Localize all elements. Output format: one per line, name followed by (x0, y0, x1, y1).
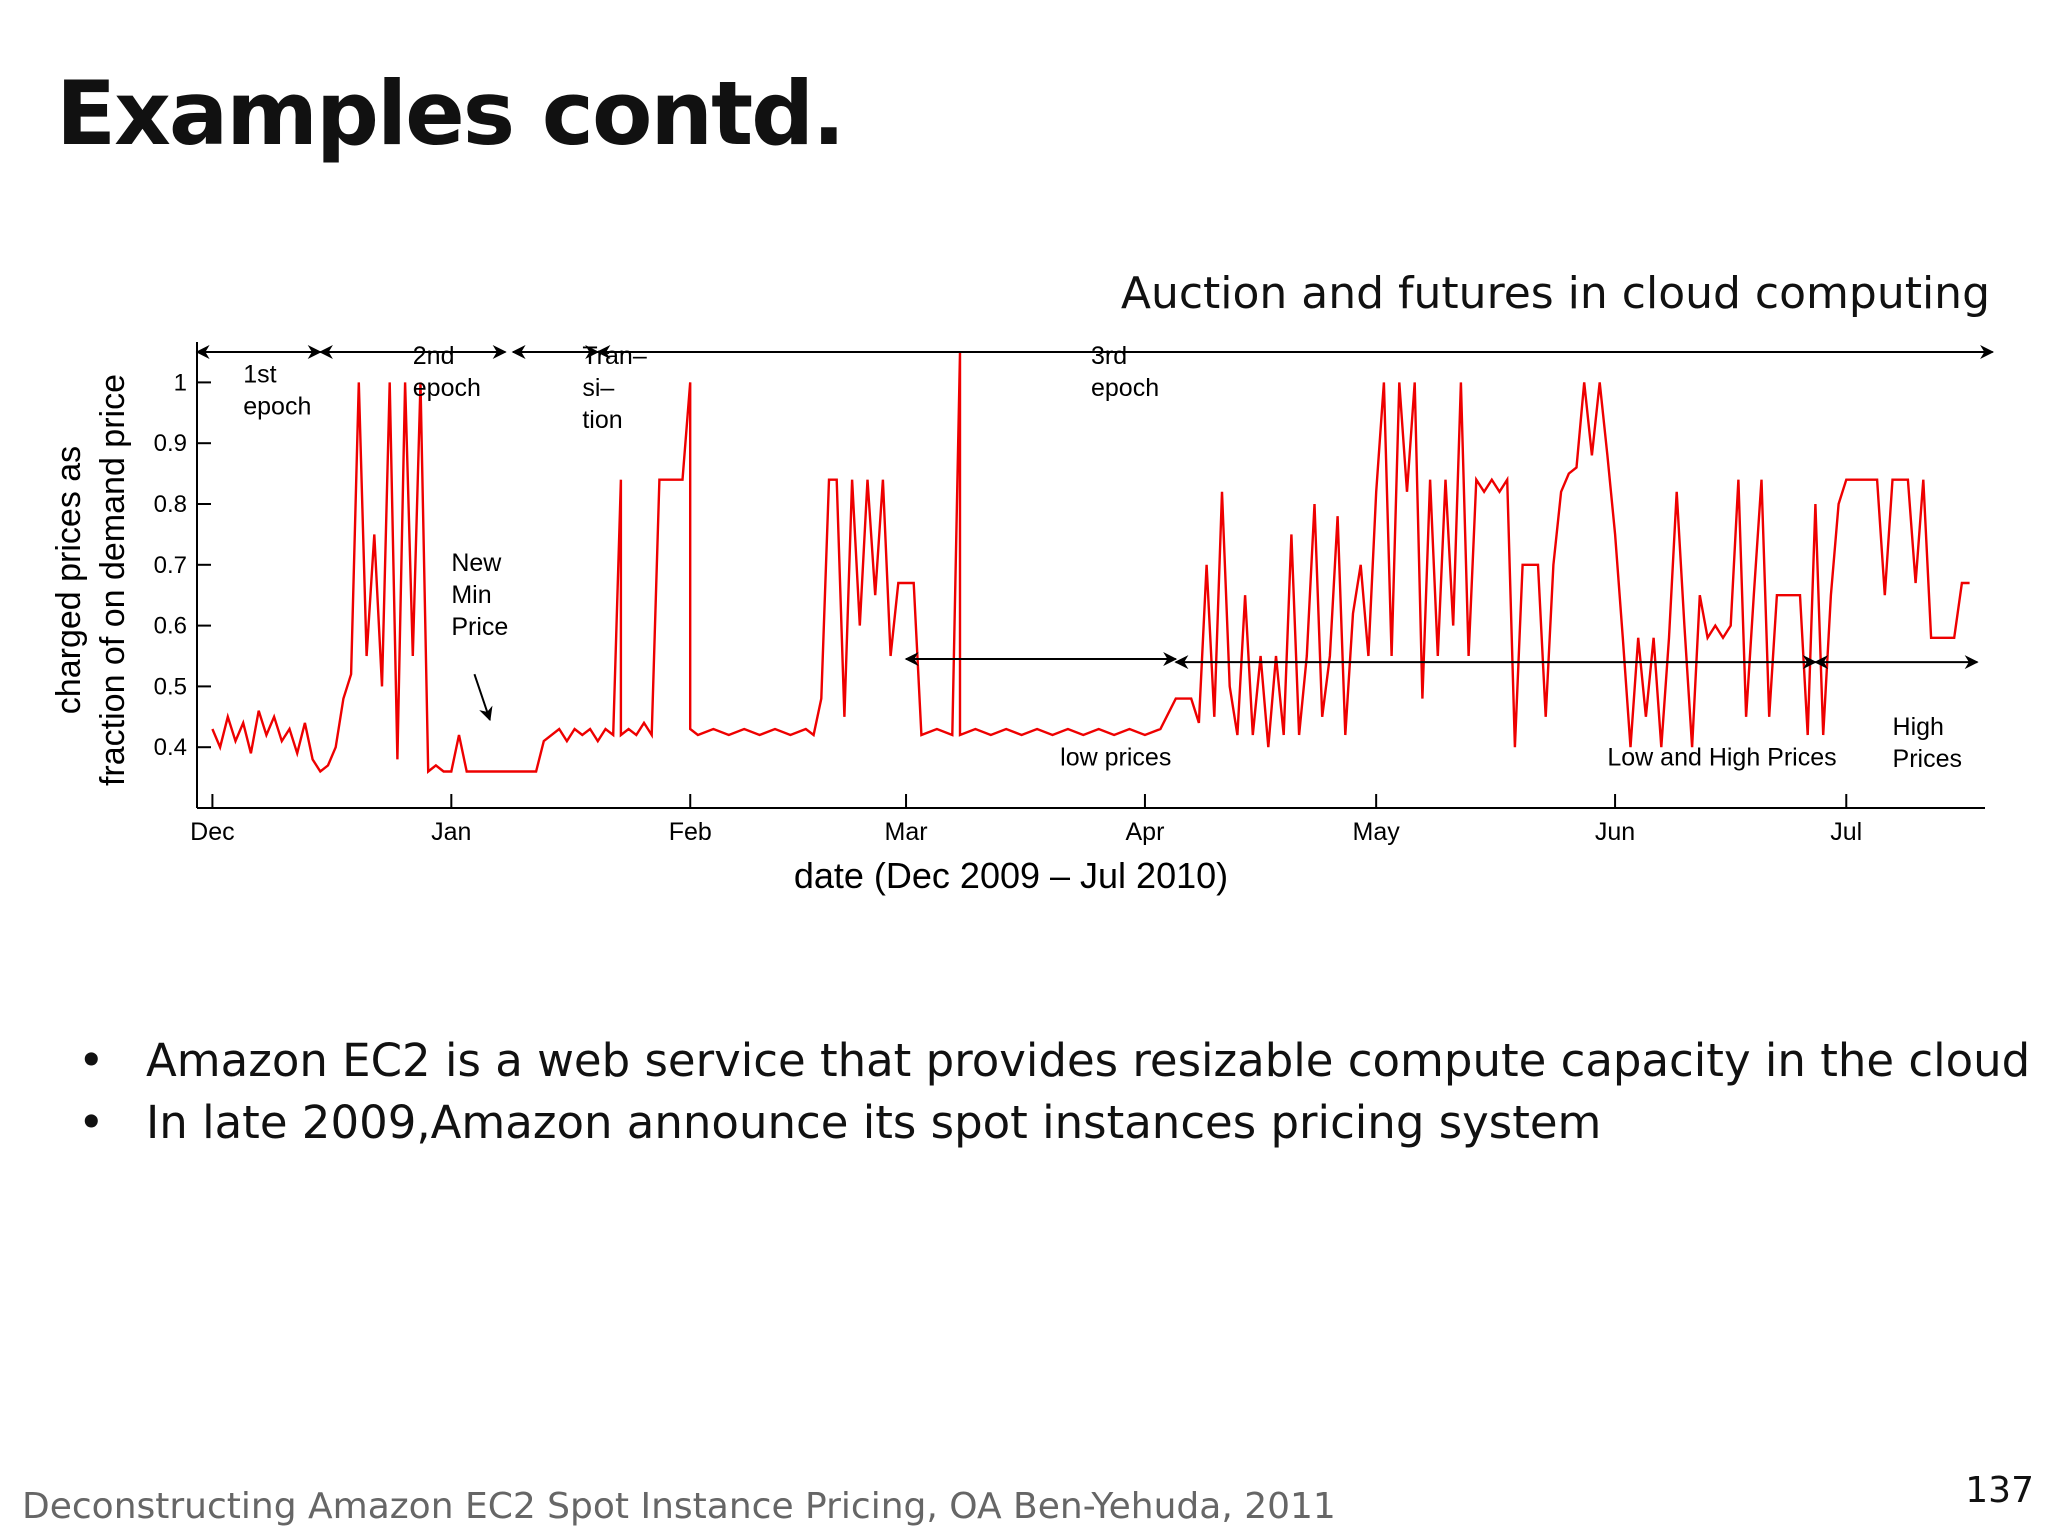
bullet-item: Amazon EC2 is a web service that provide… (78, 1030, 2030, 1092)
chart-annotation: 3rd epoch (1091, 342, 1159, 402)
price-series-line (211, 351, 1970, 774)
y-tick-label: 0.5 (154, 673, 187, 700)
x-tick-label: Feb (669, 818, 712, 846)
chart-annotation: Tran– si– tion (582, 342, 646, 434)
x-tick-label: Jan (431, 818, 471, 846)
y-tick-label: 0.6 (154, 613, 187, 640)
pointer-arrow (473, 673, 493, 722)
x-tick-label: Jun (1595, 818, 1635, 846)
chart-annotation: Low and High Prices (1607, 743, 1836, 771)
x-axis-label: date (Dec 2009 – Jul 2010) (794, 855, 1228, 896)
chart-annotation: 2nd epoch (413, 342, 481, 402)
page-number: 137 (1965, 1470, 2034, 1511)
bullet-item: In late 2009,Amazon announce its spot in… (78, 1092, 2030, 1154)
slide-title: Examples contd. (56, 62, 846, 165)
citation: Deconstructing Amazon EC2 Spot Instance … (22, 1486, 1336, 1527)
x-tick-label: Dec (190, 818, 234, 846)
x-tick-label: Jul (1830, 818, 1862, 846)
y-tick-label: 0.4 (154, 734, 187, 761)
chart-annotation: High Prices (1893, 713, 1962, 773)
chart-annotation: New Min Price (451, 549, 508, 641)
spot-price-chart: 1st epoch 2nd epoch Tran– si– tion 3rd epoch New M… (50, 342, 1995, 896)
x-tick-label: May (1353, 818, 1401, 846)
y-tick-label: 0.9 (154, 430, 187, 457)
chart-annotation: low prices (1060, 743, 1171, 771)
y-axis-label-line-1: charged prices as (50, 446, 88, 714)
y-tick-label: 0.8 (154, 491, 187, 518)
y-tick-label: 0.7 (154, 552, 187, 579)
chart-caption: Auction and futures in cloud computing (1120, 268, 1990, 319)
chart-annotation: 1st epoch (243, 360, 311, 420)
x-tick-label: Apr (1125, 818, 1164, 846)
bullet-list: Amazon EC2 is a web service that provide… (78, 1030, 2030, 1154)
y-axis-label-line-2: fraction of on demand price (94, 374, 132, 786)
y-tick-label: 1 (174, 369, 187, 396)
x-tick-label: Mar (885, 818, 928, 846)
